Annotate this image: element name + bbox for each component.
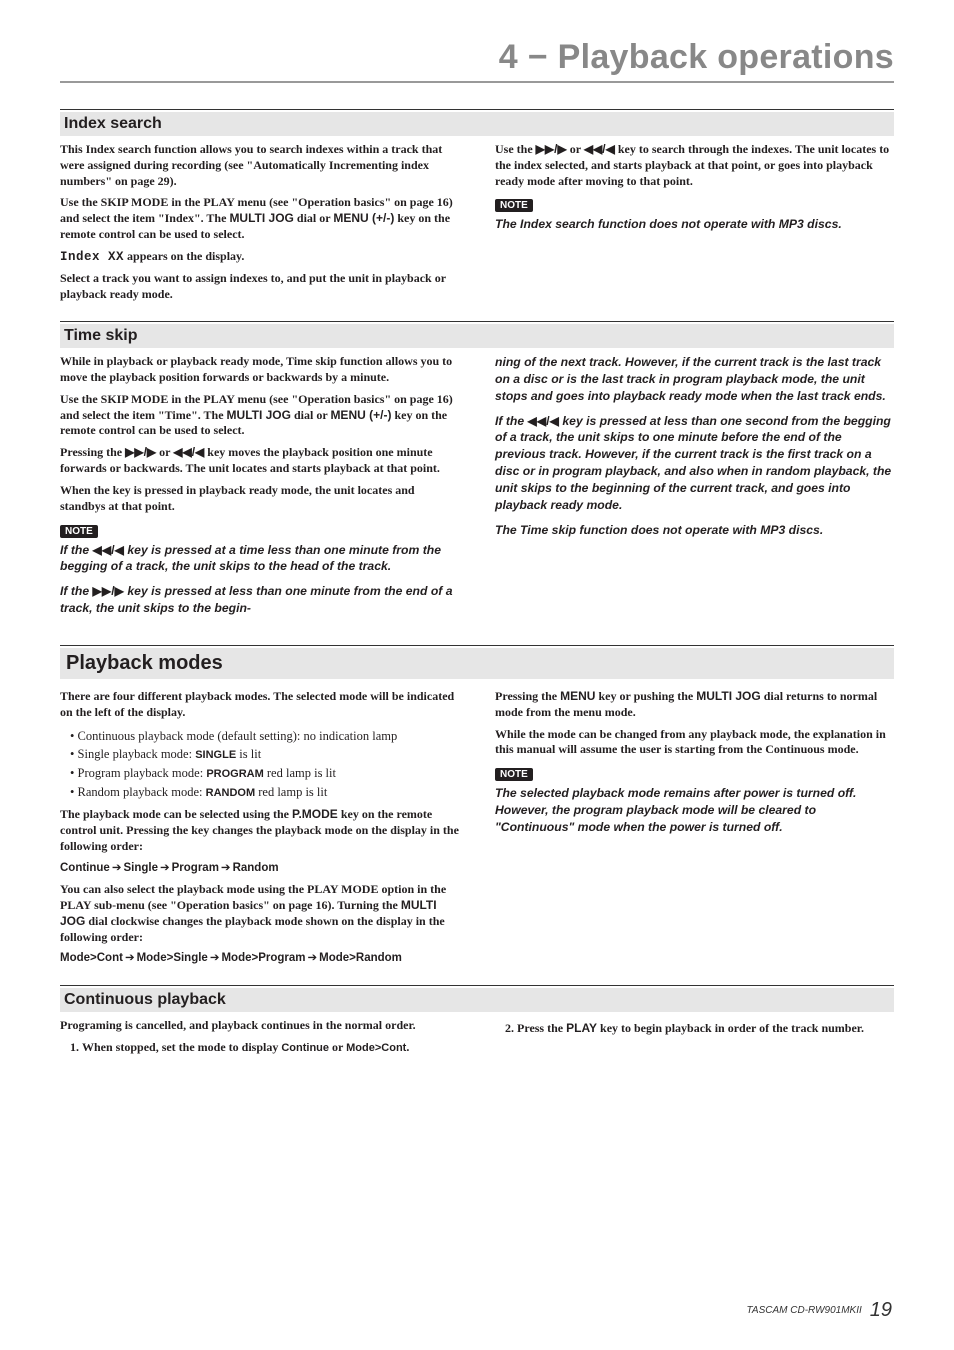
timeskip-rn1: ning of the next track. However, if the … bbox=[495, 354, 894, 404]
continuous-columns: Programing is cancelled, and playback co… bbox=[60, 1018, 894, 1061]
section-rule bbox=[60, 985, 894, 986]
cont-steps-right: Press the PLAY key to begin playback in … bbox=[495, 1020, 894, 1036]
timeskip-n2: If the ▶▶/▶ key is pressed at less than … bbox=[60, 583, 459, 617]
cont-step1: When stopped, set the mode to display Co… bbox=[82, 1039, 459, 1056]
section-rule bbox=[60, 645, 894, 646]
timeskip-p3: Pressing the ▶▶/▶ or ◀◀/◀ key moves the … bbox=[60, 445, 459, 477]
cont-p1: Programing is cancelled, and playback co… bbox=[60, 1018, 459, 1034]
pm-r2: While the mode can be changed from any p… bbox=[495, 727, 894, 759]
pm-r1: Pressing the MENU key or pushing the MUL… bbox=[495, 689, 894, 721]
section-rule bbox=[60, 321, 894, 322]
pm-note: The selected playback mode remains after… bbox=[495, 785, 894, 835]
timeskip-p1: While in playback or playback ready mode… bbox=[60, 354, 459, 386]
timeskip-n1: If the ◀◀/◀ key is pressed at a time les… bbox=[60, 542, 459, 576]
bullet-random: Random playback mode: RANDOM red lamp is… bbox=[70, 783, 459, 802]
index-search-columns: This Index search function allows you to… bbox=[60, 142, 894, 309]
bullet-continuous: Continuous playback mode (default settin… bbox=[70, 727, 459, 745]
footer-model: TASCAM CD-RW901MKII bbox=[747, 1305, 862, 1316]
time-skip-columns: While in playback or playback ready mode… bbox=[60, 354, 894, 625]
pm-seq1: ContinueSingleProgramRandom bbox=[60, 861, 459, 876]
heading-time-skip: Time skip bbox=[60, 324, 894, 348]
note-badge: NOTE bbox=[60, 525, 98, 538]
chapter-title: 4 − Playback operations bbox=[499, 38, 894, 76]
index-p1: This Index search function allows you to… bbox=[60, 142, 459, 189]
index-p3: Index XX appears on the display. bbox=[60, 249, 459, 266]
timeskip-p4: When the key is pressed in playback read… bbox=[60, 483, 459, 515]
index-r1: Use the ▶▶/▶ or ◀◀/◀ key to search throu… bbox=[495, 142, 894, 189]
chapter-header: 4 − Playback operations bbox=[60, 38, 894, 83]
index-p4: Select a track you want to assign indexe… bbox=[60, 271, 459, 303]
pm-p1: There are four different playback modes.… bbox=[60, 689, 459, 721]
pm-seq2: Mode>ContMode>SingleMode>ProgramMode>Ran… bbox=[60, 951, 459, 966]
cont-step2: Press the PLAY key to begin playback in … bbox=[517, 1020, 894, 1036]
note-badge: NOTE bbox=[495, 199, 533, 212]
cont-steps-left: When stopped, set the mode to display Co… bbox=[60, 1039, 459, 1056]
bullet-single: Single playback mode: SINGLE is lit bbox=[70, 745, 459, 764]
note-badge: NOTE bbox=[495, 768, 533, 781]
heading-playback-modes: Playback modes bbox=[60, 648, 894, 679]
pm-p3: You can also select the playback mode us… bbox=[60, 882, 459, 945]
section-rule bbox=[60, 109, 894, 110]
timeskip-rn3: The Time skip function does not operate … bbox=[495, 522, 894, 539]
index-note: The Index search function does not opera… bbox=[495, 216, 894, 233]
pm-bullets: Continuous playback mode (default settin… bbox=[60, 727, 459, 802]
heading-index-search: Index search bbox=[60, 112, 894, 136]
timeskip-rn2: If the ◀◀/◀ key is pressed at less than … bbox=[495, 413, 894, 514]
pm-p2: The playback mode can be selected using … bbox=[60, 807, 459, 854]
timeskip-p2: Use the SKIP MODE in the PLAY menu (see … bbox=[60, 392, 459, 439]
index-p2: Use the SKIP MODE in the PLAY menu (see … bbox=[60, 195, 459, 242]
heading-continuous: Continuous playback bbox=[60, 988, 894, 1012]
playback-modes-columns: There are four different playback modes.… bbox=[60, 689, 894, 973]
footer-page-number: 19 bbox=[870, 1299, 892, 1322]
bullet-program: Program playback mode: PROGRAM red lamp … bbox=[70, 764, 459, 783]
page-footer: TASCAM CD-RW901MKII 19 bbox=[747, 1299, 892, 1322]
